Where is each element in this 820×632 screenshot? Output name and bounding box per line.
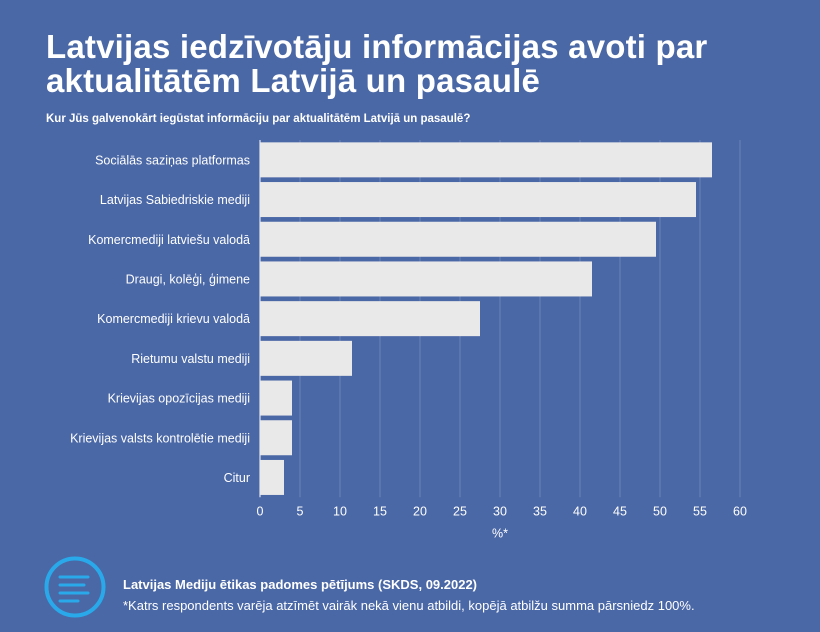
x-tick-label: 25 (453, 504, 467, 518)
bar (260, 380, 292, 416)
bar (260, 340, 352, 376)
x-tick-label: 55 (693, 504, 707, 518)
category-label: Krievijas valsts kontrolētie mediji (70, 431, 250, 445)
menu-lines-icon (44, 556, 106, 623)
source-text: Latvijas Mediju ētikas padomes pētījums … (123, 577, 478, 592)
category-label: Latvijas Sabiedriskie mediji (100, 193, 250, 207)
footnote-text: *Katrs respondents varēja atzīmēt vairāk… (123, 598, 695, 613)
category-label: Komercmediji latviešu valodā (88, 233, 250, 247)
bar (260, 301, 480, 337)
x-tick-label: 10 (333, 504, 347, 518)
bar (260, 261, 592, 297)
x-tick-label: 20 (413, 504, 427, 518)
bar-chart: 0 5 10 15 20 25 30 35 40 45 50 55 60 Sociālās saziņas… (70, 140, 747, 540)
category-label: Sociālās saziņas platformas (95, 153, 250, 167)
x-tick-label: 35 (533, 504, 547, 518)
x-tick-label: 15 (373, 504, 387, 518)
x-tick-label: 45 (613, 504, 627, 518)
chart-subtitle: Kur Jūs galvenokārt iegūstat informāciju… (46, 113, 471, 125)
x-tick-label: 0 (257, 504, 264, 518)
x-tick-label: 60 (733, 504, 747, 518)
x-tick-label: 40 (573, 504, 587, 518)
bar (260, 221, 656, 257)
bar (260, 459, 284, 495)
bar (260, 142, 712, 178)
category-label: Citur (224, 471, 250, 485)
chart-title: Latvijas iedzīvotāju informācijas avoti … (46, 28, 708, 99)
x-tick-label: 5 (297, 504, 304, 518)
category-label: Krievijas opozīcijas mediji (108, 392, 250, 406)
category-label: Rietumu valstu mediji (131, 352, 250, 366)
x-tick-label: 50 (653, 504, 667, 518)
category-label: Komercmediji krievu valodā (97, 312, 250, 326)
x-tick-label: 30 (493, 504, 507, 518)
x-axis-label: %* (492, 526, 508, 540)
bar (260, 420, 292, 456)
bar (260, 182, 696, 218)
category-label: Draugi, kolēģi, ģimene (126, 272, 250, 286)
